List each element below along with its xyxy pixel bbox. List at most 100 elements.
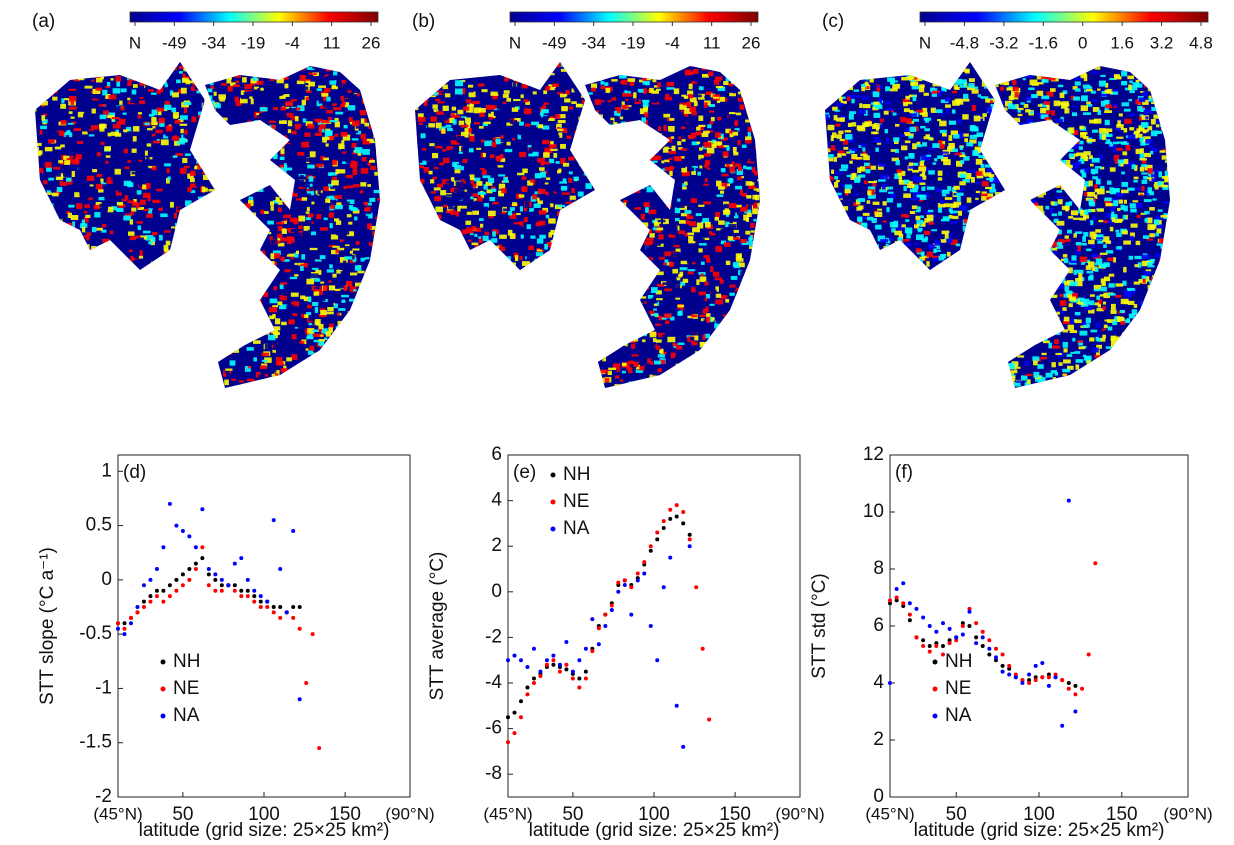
speckle bbox=[725, 140, 729, 143]
speckle bbox=[248, 145, 254, 147]
speckle bbox=[315, 259, 322, 261]
speckle bbox=[234, 336, 241, 341]
speckle bbox=[421, 85, 426, 87]
speckle bbox=[217, 123, 223, 127]
speckle bbox=[761, 390, 769, 392]
speckle bbox=[428, 330, 435, 333]
speckle bbox=[281, 368, 288, 373]
speckle bbox=[205, 213, 212, 217]
speckle bbox=[116, 62, 120, 67]
speckle bbox=[507, 74, 511, 80]
speckle bbox=[415, 106, 419, 110]
speckle bbox=[36, 338, 43, 341]
speckle bbox=[222, 244, 228, 246]
speckle bbox=[231, 338, 237, 344]
speckle bbox=[296, 201, 301, 206]
speckle bbox=[747, 69, 750, 75]
speckle bbox=[247, 322, 253, 328]
speckle bbox=[182, 347, 186, 352]
speckle bbox=[231, 279, 235, 281]
speckle bbox=[549, 159, 554, 163]
speckle bbox=[642, 138, 648, 141]
speckle bbox=[757, 179, 764, 181]
speckle bbox=[696, 213, 702, 216]
speckle bbox=[624, 385, 632, 388]
speckle bbox=[378, 261, 381, 266]
speckle bbox=[574, 232, 579, 236]
speckle bbox=[130, 97, 138, 103]
speckle bbox=[609, 197, 615, 201]
speckle bbox=[319, 124, 326, 129]
speckle bbox=[755, 244, 758, 247]
speckle bbox=[127, 316, 132, 321]
speckle bbox=[492, 340, 497, 346]
speckle bbox=[513, 63, 516, 66]
speckle bbox=[597, 130, 605, 134]
speckle bbox=[762, 373, 766, 377]
speckle bbox=[742, 313, 746, 318]
speckle bbox=[103, 245, 106, 249]
speckle bbox=[111, 289, 116, 294]
speckle bbox=[716, 181, 722, 187]
speckle bbox=[266, 164, 272, 168]
speckle bbox=[113, 362, 120, 365]
speckle bbox=[180, 124, 188, 126]
speckle bbox=[295, 378, 301, 381]
speckle bbox=[276, 118, 282, 121]
speckle bbox=[503, 388, 508, 390]
speckle bbox=[128, 231, 135, 235]
speckle bbox=[60, 76, 65, 80]
speckle bbox=[344, 246, 350, 251]
speckle bbox=[122, 362, 129, 364]
speckle bbox=[204, 343, 208, 346]
speckle bbox=[96, 302, 100, 306]
speckle bbox=[595, 117, 599, 119]
speckle bbox=[67, 357, 72, 361]
speckle bbox=[99, 369, 103, 371]
speckle bbox=[274, 145, 281, 148]
speckle bbox=[192, 255, 198, 257]
speckle bbox=[728, 122, 731, 128]
speckle bbox=[342, 350, 349, 353]
speckle bbox=[181, 247, 188, 250]
speckle bbox=[280, 282, 287, 284]
speckle bbox=[416, 191, 420, 195]
speckle bbox=[95, 68, 103, 74]
speckle bbox=[522, 284, 530, 289]
speckle bbox=[80, 299, 87, 304]
speckle bbox=[148, 89, 154, 92]
speckle bbox=[735, 380, 741, 382]
speckle bbox=[739, 115, 743, 120]
speckle bbox=[445, 387, 450, 391]
speckle bbox=[564, 354, 569, 360]
speckle bbox=[698, 292, 706, 296]
speckle bbox=[366, 357, 370, 361]
speckle bbox=[380, 262, 385, 267]
speckle bbox=[636, 184, 642, 190]
speckle bbox=[555, 240, 558, 245]
speckle bbox=[288, 139, 292, 142]
speckle bbox=[594, 136, 597, 140]
speckle bbox=[636, 245, 640, 250]
speckle bbox=[563, 234, 570, 237]
speckle bbox=[173, 155, 178, 158]
speckle bbox=[312, 330, 319, 332]
speckle bbox=[143, 355, 151, 358]
speckle bbox=[318, 341, 324, 346]
speckle bbox=[210, 146, 215, 152]
speckle bbox=[584, 344, 591, 347]
speckle bbox=[188, 291, 196, 294]
speckle bbox=[556, 284, 560, 288]
speckle bbox=[718, 186, 725, 189]
speckle bbox=[375, 281, 381, 286]
speckle bbox=[647, 229, 652, 233]
speckle bbox=[130, 256, 133, 262]
speckle bbox=[547, 353, 550, 357]
speckle bbox=[138, 112, 142, 114]
speckle bbox=[381, 261, 387, 266]
speckle bbox=[620, 379, 623, 381]
speckle bbox=[300, 87, 308, 90]
speckle bbox=[308, 297, 311, 302]
speckle bbox=[574, 262, 581, 266]
speckle bbox=[127, 115, 134, 118]
